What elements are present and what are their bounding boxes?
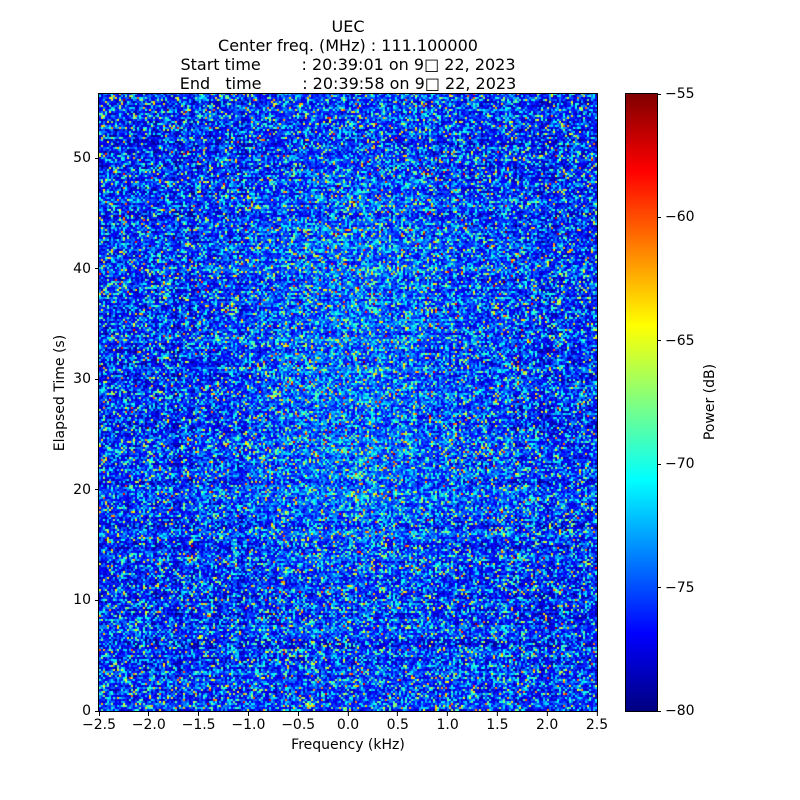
x-tick-2p0: 2.0 <box>536 712 558 732</box>
x-tick-label: −1.0 <box>231 717 266 733</box>
x-tick-label: −2.0 <box>131 717 166 733</box>
y-tick-label: 30 <box>73 371 91 388</box>
cbar-tick-n80: −80 <box>657 704 695 718</box>
x-tick-label: −1.5 <box>181 717 216 733</box>
x-tick-n1p5: −1.5 <box>182 712 216 732</box>
x-tick-0p5: 0.5 <box>387 712 409 732</box>
x-tick-n2p5: −2.5 <box>82 712 116 732</box>
cbar-tick-n70: −70 <box>657 457 695 471</box>
x-axis-label: Frequency (kHz) <box>291 737 405 753</box>
center-freq-line: Center freq. (MHz) : 111.100000 <box>218 36 478 55</box>
y-axis-label: Elapsed Time (s) <box>52 334 68 452</box>
cbar-tick-n65: −65 <box>657 334 695 348</box>
cbar-tick-label: −75 <box>665 579 695 596</box>
colorbar-label: Power (dB) <box>702 363 718 441</box>
x-tick-0p0: 0.0 <box>337 712 359 732</box>
x-tick-label: 0.5 <box>386 717 409 733</box>
y-tick-label: 40 <box>73 260 91 277</box>
x-tick-label: 0.0 <box>336 717 360 733</box>
x-tick-n0p5: −0.5 <box>281 712 315 732</box>
cbar-tick-label: −70 <box>665 456 695 473</box>
x-tick-2p5: 2.5 <box>586 712 608 732</box>
end-time-line: End time : 20:39:58 on 9□ 22, 2023 <box>179 74 517 93</box>
y-tick-label: 0 <box>82 703 91 719</box>
cbar-tick-label: −60 <box>665 209 695 226</box>
x-tick-label: 2.0 <box>536 717 559 733</box>
x-tick-label: 1.5 <box>486 717 509 733</box>
x-tick-1p0: 1.0 <box>436 712 458 732</box>
x-tick-label: 2.5 <box>585 717 609 733</box>
cbar-tick-n55: −55 <box>657 87 695 101</box>
x-tick-1p5: 1.5 <box>486 712 508 732</box>
y-tick-0: 0 <box>0 704 99 718</box>
colorbar-gradient <box>626 94 657 711</box>
y-tick-20: 20 <box>0 483 99 497</box>
x-tick-n2p0: −2.0 <box>132 712 166 732</box>
x-tick-label: −0.5 <box>281 717 316 733</box>
y-tick-50: 50 <box>0 151 99 165</box>
y-tick-10: 10 <box>0 593 99 607</box>
spectrogram-canvas <box>99 94 597 711</box>
x-tick-n1p0: −1.0 <box>231 712 265 732</box>
y-tick-label: 20 <box>73 481 91 498</box>
y-tick-40: 40 <box>0 262 99 276</box>
y-tick-label: 50 <box>73 150 91 166</box>
colorbar <box>625 93 658 712</box>
y-tick-label: 10 <box>73 592 91 609</box>
x-tick-label: 1.0 <box>436 717 459 733</box>
start-time-line: Start time : 20:39:01 on 9□ 22, 2023 <box>180 55 516 74</box>
cbar-tick-n75: −75 <box>657 581 695 595</box>
plot-title: UEC <box>331 17 365 36</box>
y-tick-30: 30 <box>0 372 99 386</box>
title-block: UEC Center freq. (MHz) : 111.100000 Star… <box>99 17 597 93</box>
cbar-tick-label: −65 <box>665 332 695 349</box>
x-tick-label: −2.5 <box>82 717 116 733</box>
cbar-tick-label: −55 <box>665 86 695 102</box>
cbar-tick-label: −80 <box>665 703 695 719</box>
plot-area <box>98 93 598 712</box>
cbar-tick-n60: −60 <box>657 210 695 224</box>
